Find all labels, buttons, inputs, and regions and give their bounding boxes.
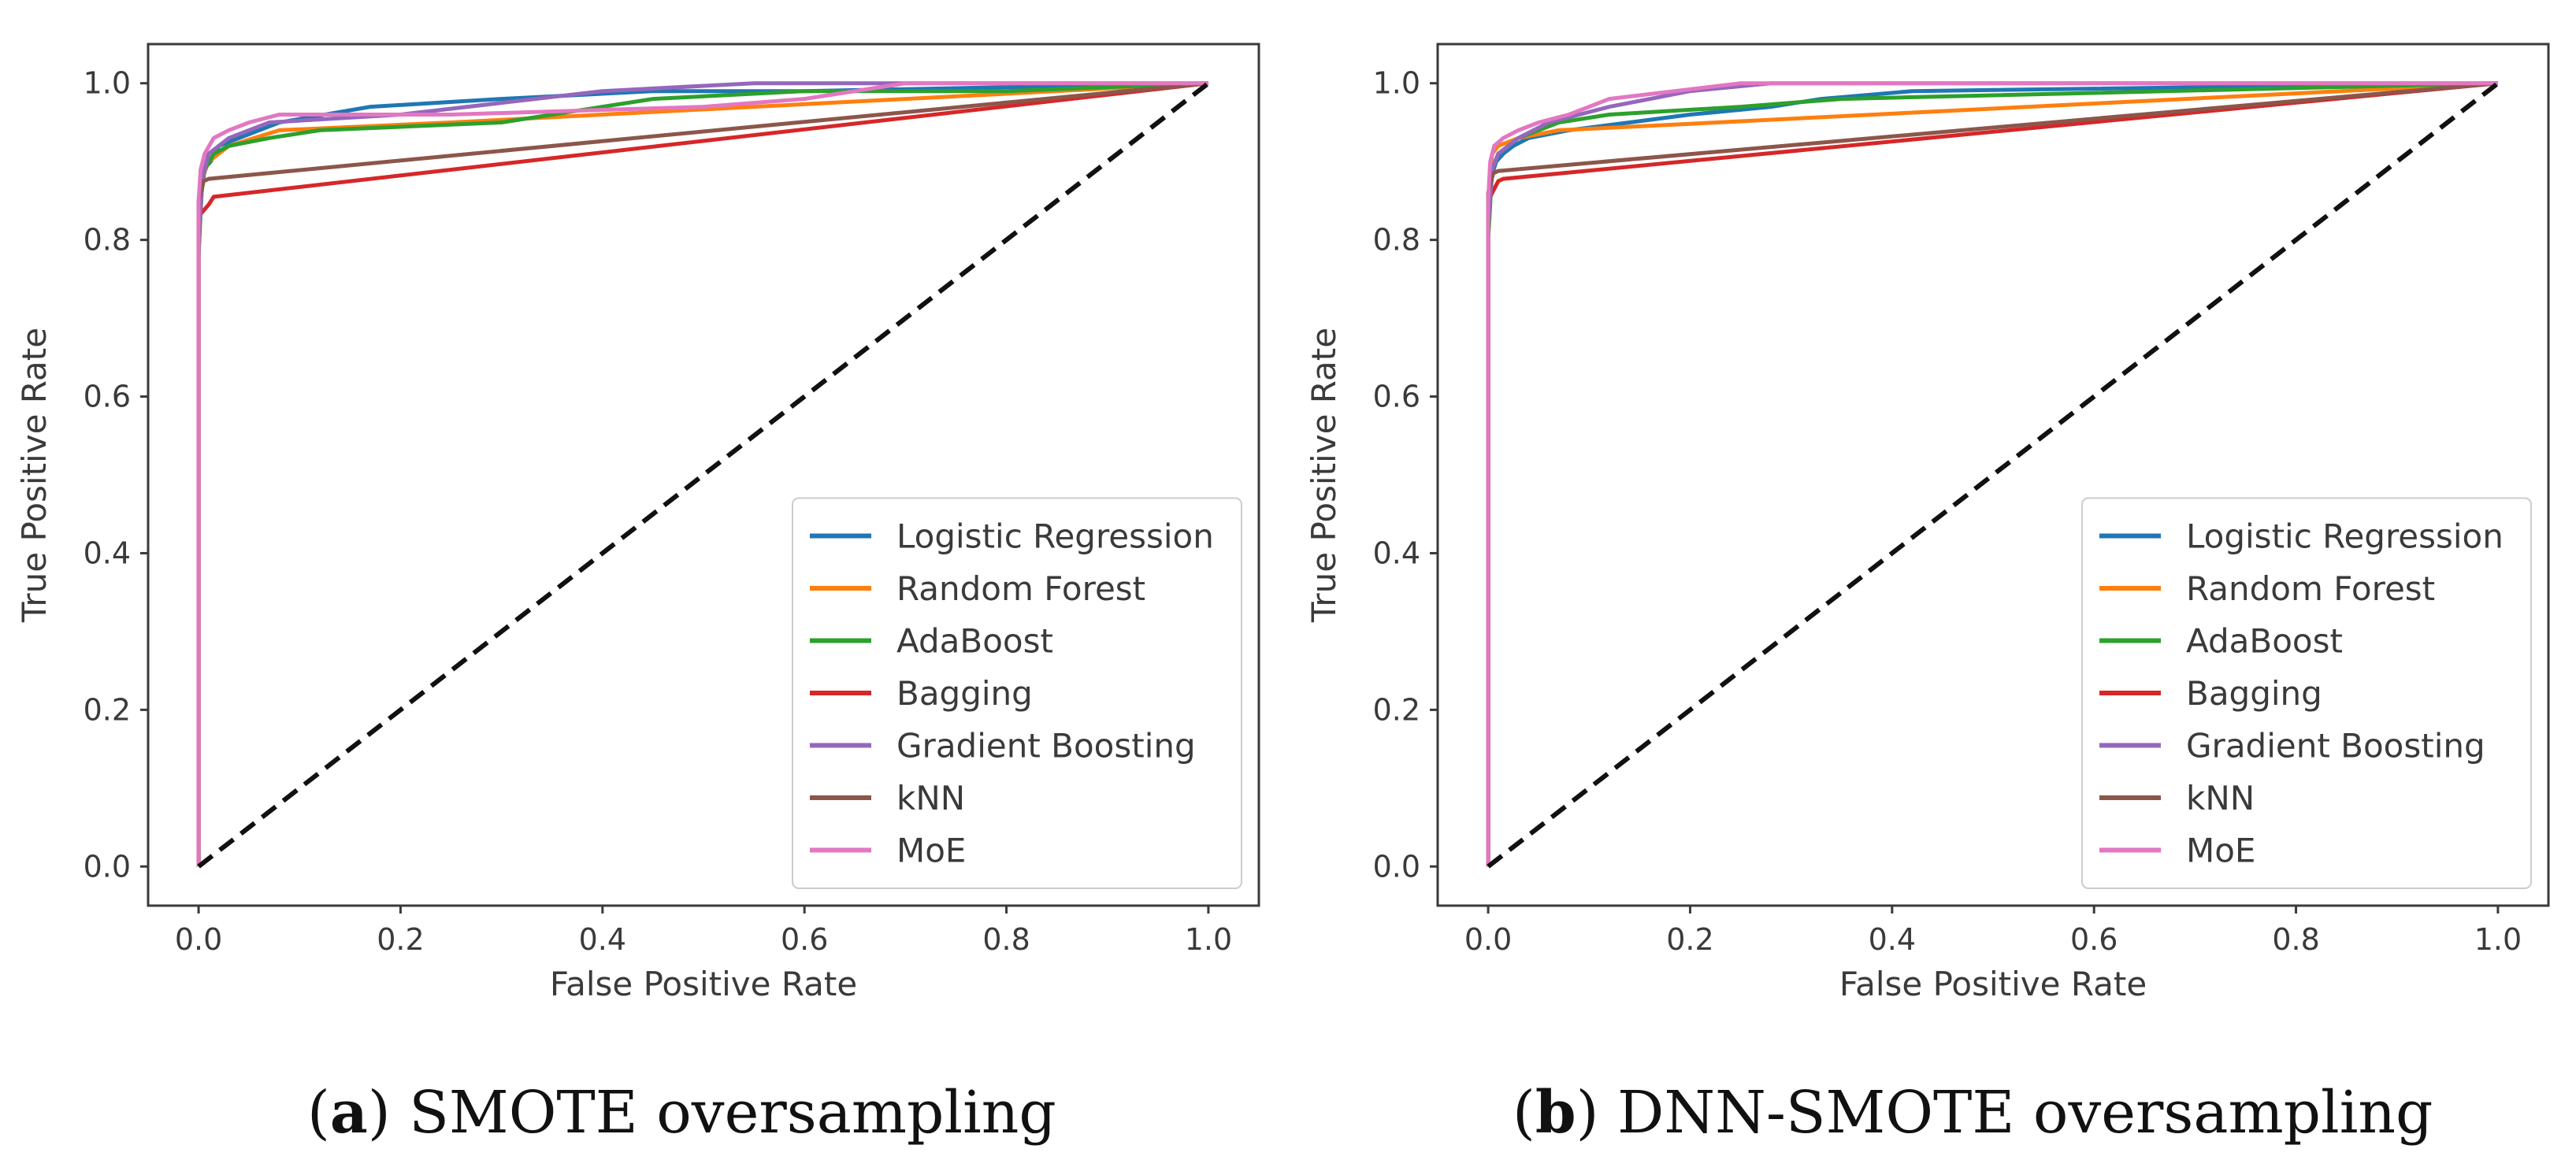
- y-tick-label: 0.2: [84, 692, 131, 727]
- x-tick-label: 0.4: [579, 922, 626, 957]
- y-tick-label: 1.0: [84, 66, 131, 101]
- y-tick-label: 1.0: [1373, 66, 1420, 101]
- x-axis-label: False Positive Rate: [1839, 965, 2147, 1003]
- legend-label: AdaBoost: [896, 622, 1053, 661]
- legend-label: kNN: [896, 779, 965, 817]
- legend-label: Bagging: [896, 674, 1033, 713]
- x-tick-label: 0.2: [377, 922, 424, 957]
- caption-letter: a: [329, 1079, 368, 1147]
- x-tick-label: 0.4: [1869, 922, 1916, 957]
- x-tick-label: 0.6: [781, 922, 828, 957]
- x-tick-label: 1.0: [1185, 922, 1232, 957]
- series-line: [1486, 81, 2498, 867]
- caption-dnn-smote: (b) DNN-SMOTE oversampling: [1513, 1079, 2433, 1147]
- legend-box: [2081, 497, 2532, 889]
- legend-label: MoE: [2186, 832, 2255, 870]
- legend: Logistic Regression Random Forest AdaBoost…: [792, 497, 1242, 889]
- x-tick-label: 0.2: [1666, 922, 1713, 957]
- x-tick-label: 1.0: [2474, 922, 2522, 957]
- caption-letter: b: [1535, 1079, 1576, 1147]
- y-tick-label: 0.6: [1373, 380, 1420, 414]
- legend-label: Logistic Regression: [896, 517, 1214, 556]
- roc-panel-dnn-smote: 0.0 0.2 0.4 0.6 0.8 1.0 0.0 0.2 0.4 0.6 0.8 1.0 Fals…: [1305, 43, 2550, 1003]
- legend: Logistic Regression Random Forest AdaBoost…: [2081, 497, 2532, 889]
- legend-label: Gradient Boosting: [896, 727, 1196, 765]
- x-tick-label: 0.6: [2070, 922, 2118, 957]
- legend-label: kNN: [2186, 779, 2255, 817]
- y-tick-label: 0.6: [84, 380, 131, 414]
- y-tick-label: 0.4: [1373, 536, 1420, 570]
- caption-text: DNN-SMOTE oversampling: [1598, 1079, 2433, 1147]
- x-tick-label: 0.8: [982, 922, 1030, 957]
- y-tick-label: 0.8: [1373, 223, 1420, 258]
- y-tick-label: 0.4: [84, 536, 131, 570]
- caption-text: SMOTE oversampling: [390, 1079, 1056, 1147]
- y-tick-label: 0.0: [84, 849, 131, 884]
- x-axis-label: False Positive Rate: [550, 965, 857, 1003]
- x-tick-label: 0.0: [1464, 922, 1512, 957]
- caption-smote: (a) SMOTE oversampling: [307, 1079, 1056, 1147]
- roc-panel-smote: 0.0 0.2 0.4 0.6 0.8 1.0 0.0 0.2 0.4 0.6 0.8 1.0 Fals…: [15, 43, 1260, 1003]
- legend-label: MoE: [896, 832, 966, 870]
- legend-label: Gradient Boosting: [2186, 727, 2485, 765]
- y-tick-label: 0.8: [84, 223, 131, 258]
- legend-label: AdaBoost: [2186, 622, 2343, 661]
- legend-box: [792, 497, 1242, 889]
- y-tick-label: 0.0: [1373, 849, 1420, 884]
- legend-label: Random Forest: [896, 569, 1145, 608]
- legend-label: Random Forest: [2186, 569, 2435, 608]
- legend-label: Bagging: [2186, 674, 2322, 713]
- x-tick-label: 0.0: [175, 922, 222, 957]
- y-axis-label: True Positive Rate: [1305, 328, 1343, 623]
- x-tick-label: 0.8: [2272, 922, 2319, 957]
- legend-label: Logistic Regression: [2186, 517, 2504, 556]
- y-tick-label: 0.2: [1373, 692, 1420, 727]
- series-line: [196, 81, 1208, 867]
- y-axis-label: True Positive Rate: [15, 328, 54, 623]
